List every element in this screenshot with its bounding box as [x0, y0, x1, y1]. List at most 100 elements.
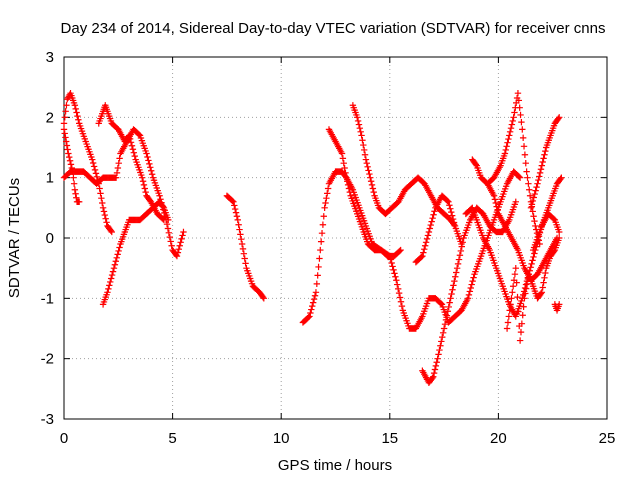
data-point	[426, 225, 434, 232]
x-tick-label: 5	[168, 430, 176, 447]
data-point	[453, 269, 460, 276]
data-point	[144, 153, 151, 161]
data-point	[532, 222, 539, 230]
data-point	[530, 253, 537, 261]
data-point	[139, 178, 147, 185]
data-point	[340, 159, 347, 167]
series-trace-2	[60, 90, 115, 236]
data-point	[67, 161, 75, 168]
data-point	[470, 274, 477, 281]
data-point	[339, 155, 347, 162]
series-trace-8	[325, 126, 404, 260]
data-point	[521, 284, 529, 292]
series-trace-9	[349, 102, 459, 230]
data-point	[104, 289, 111, 296]
data-point	[530, 213, 537, 220]
data-point	[538, 162, 546, 169]
data-point	[66, 153, 73, 161]
data-point	[516, 104, 523, 111]
data-point	[448, 212, 456, 219]
data-point	[369, 185, 377, 192]
data-point	[516, 174, 524, 181]
data-point	[472, 161, 480, 168]
data-point	[541, 274, 548, 282]
x-tick-label: 20	[490, 430, 507, 447]
data-point	[442, 316, 450, 324]
data-point	[135, 131, 143, 138]
data-point	[440, 325, 448, 332]
data-point	[367, 174, 374, 181]
data-point	[72, 190, 79, 197]
data-point	[520, 303, 527, 310]
data-point	[509, 117, 516, 125]
data-point	[510, 114, 517, 121]
data-point	[106, 282, 113, 289]
series-trace-10	[419, 198, 519, 386]
data-point	[99, 204, 107, 212]
data-point	[357, 128, 364, 136]
data-point	[511, 109, 518, 116]
series-trace-3	[60, 126, 83, 205]
data-point	[72, 105, 79, 113]
series-trace-13	[484, 90, 543, 248]
chart-title: Day 234 of 2014, Sidereal Day-to-day VTE…	[61, 20, 606, 37]
data-point	[445, 198, 452, 205]
data-point	[556, 114, 563, 121]
data-point	[444, 197, 451, 205]
data-point	[108, 228, 115, 236]
data-point	[534, 180, 541, 187]
data-point	[360, 141, 367, 149]
data-point	[553, 234, 561, 242]
data-point	[311, 292, 319, 299]
data-point	[66, 157, 74, 164]
data-point	[323, 194, 330, 202]
data-point	[344, 178, 351, 185]
data-point	[73, 109, 80, 116]
data-point	[437, 300, 445, 307]
data-point	[107, 275, 115, 282]
data-point	[515, 173, 523, 181]
data-point	[338, 150, 346, 157]
y-tick-label: 3	[46, 49, 54, 66]
data-point	[465, 291, 473, 299]
data-point	[454, 260, 462, 268]
data-point	[366, 170, 373, 178]
data-point	[163, 221, 171, 228]
data-point	[233, 213, 241, 220]
data-point	[116, 155, 123, 162]
data-point	[179, 232, 186, 239]
data-point	[452, 273, 459, 280]
data-point	[107, 227, 115, 234]
data-point	[507, 301, 514, 308]
data-point	[178, 235, 185, 243]
series-trace-18	[551, 301, 563, 314]
data-point	[526, 192, 534, 199]
data-point	[446, 299, 453, 306]
data-point	[89, 156, 96, 163]
data-point	[100, 208, 108, 215]
data-point	[448, 290, 455, 298]
data-point	[367, 178, 375, 185]
data-point	[519, 134, 527, 142]
data-point	[76, 198, 83, 205]
data-point	[467, 284, 474, 292]
data-point	[517, 111, 524, 119]
data-point	[437, 342, 444, 349]
data-point	[358, 132, 365, 139]
data-point	[529, 208, 536, 215]
data-point	[235, 221, 242, 228]
data-point	[127, 139, 135, 146]
data-point	[241, 255, 248, 262]
data-point	[506, 128, 514, 136]
data-point	[259, 293, 267, 301]
data-point	[239, 245, 247, 253]
data-point	[315, 263, 322, 271]
data-point	[541, 151, 548, 158]
data-point	[115, 159, 122, 167]
data-point	[523, 168, 530, 175]
data-point	[68, 164, 76, 172]
data-point	[490, 192, 498, 199]
data-point	[177, 239, 184, 246]
series-trace-17	[469, 156, 561, 284]
data-point	[238, 236, 245, 243]
